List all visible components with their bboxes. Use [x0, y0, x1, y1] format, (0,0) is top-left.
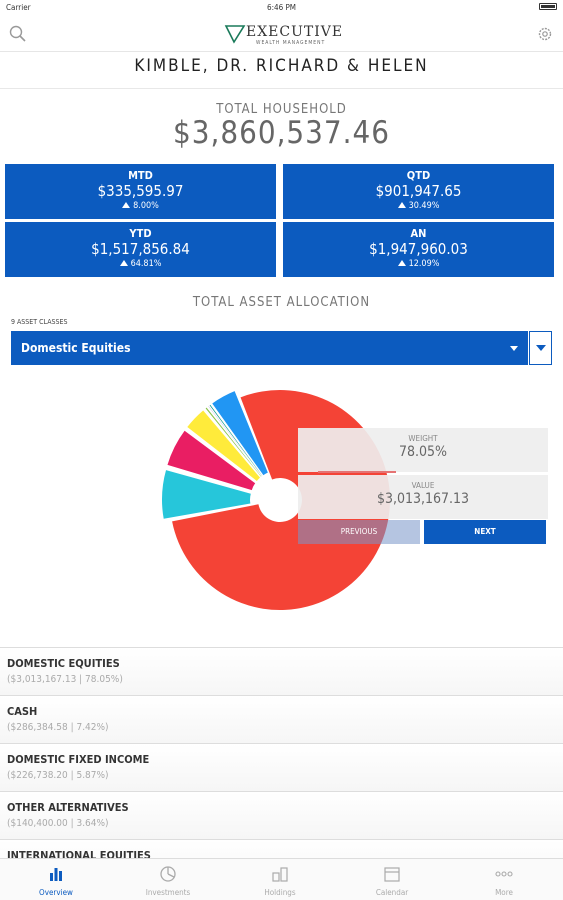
battery-icon [539, 3, 557, 10]
status-bar: Carrier 6:46 PM [0, 0, 563, 14]
tile-change-value: 12.09% [408, 259, 440, 269]
filter-button[interactable] [529, 331, 552, 365]
asset-detail: ($140,400.00 | 3.64%) [7, 818, 109, 829]
list-item[interactable]: DOMESTIC FIXED INCOME ($226,738.20 | 5.8… [0, 743, 563, 791]
asset-classes-label: 9 ASSET CLASSES [11, 318, 68, 326]
pie-slice-other-3[interactable] [212, 391, 268, 476]
tile-label: MTD [128, 169, 153, 182]
pie-slice-international-equities[interactable] [205, 407, 262, 477]
tile-qtd[interactable]: QTD $901,947.65 30.49% [283, 164, 554, 219]
chevron-down-icon [510, 346, 518, 351]
pie-chart-icon [160, 866, 176, 882]
tile-an[interactable]: AN $1,947,960.03 12.09% [283, 222, 554, 277]
more-icon [495, 871, 513, 877]
tile-mtd[interactable]: MTD $335,595.97 8.00% [5, 164, 276, 219]
triangle-up-icon [119, 260, 128, 266]
chart-tooltip: WEIGHT 78.05% VALUE $3,013,167.13 PREVIO… [298, 428, 548, 546]
asset-name: CASH [7, 705, 38, 718]
tile-label: YTD [129, 227, 152, 240]
logo-subtext: WEALTH MANAGEMENT [256, 40, 326, 46]
logo-mark-icon [224, 25, 246, 44]
tooltip-value-amount: $3,013,167.13 [376, 491, 470, 507]
pie-slice-other-2[interactable] [209, 404, 263, 476]
tab-calendar[interactable]: Calendar [336, 859, 448, 900]
asset-name: OTHER ALTERNATIVES [7, 801, 129, 814]
pie-slice-other-alternatives[interactable] [187, 410, 261, 481]
tab-overview[interactable]: Overview [0, 859, 112, 900]
list-item[interactable]: DOMESTIC EQUITIES ($3,013,167.13 | 78.05… [0, 647, 563, 695]
next-button[interactable]: NEXT [424, 520, 546, 544]
tooltip-weight: WEIGHT 78.05% [298, 428, 548, 473]
list-item[interactable]: CASH ($286,384.58 | 7.42%) [0, 695, 563, 743]
filter-icon [536, 345, 546, 351]
asset-detail: ($286,384.58 | 7.42%) [7, 722, 109, 733]
client-name: KIMBLE, DR. RICHARD & HELEN [134, 56, 429, 76]
company-logo: EXECUTIVE WEALTH MANAGEMENT [224, 20, 344, 48]
settings-button[interactable] [535, 24, 555, 44]
tile-change: 64.81% [5, 259, 276, 269]
total-household-value: $3,860,537.46 [173, 115, 390, 151]
tile-change-value: 8.00% [133, 201, 159, 211]
tile-change: 8.00% [5, 201, 276, 211]
tile-value: $335,595.97 [97, 182, 184, 200]
tile-label: QTD [406, 169, 431, 182]
tab-investments[interactable]: Investments [112, 859, 224, 900]
triangle-up-icon [397, 260, 406, 266]
asset-class-list: DOMESTIC EQUITIES ($3,013,167.13 | 78.05… [0, 647, 563, 887]
triangle-up-icon [397, 202, 406, 208]
asset-class-select[interactable]: Domestic Equities [11, 331, 528, 365]
list-item[interactable]: OTHER ALTERNATIVES ($140,400.00 | 3.64%) [0, 791, 563, 839]
tooltip-weight-bar [318, 471, 396, 473]
previous-button[interactable]: PREVIOUS [298, 520, 420, 544]
gear-icon [538, 27, 552, 41]
tooltip-value: VALUE $3,013,167.13 [298, 475, 548, 519]
asset-detail: ($3,013,167.13 | 78.05%) [7, 674, 123, 685]
asset-class-selected: Domestic Equities [21, 341, 131, 355]
pie-slice-domestic-fixed-income[interactable] [167, 430, 256, 491]
pie-slice-other-1[interactable] [208, 406, 262, 477]
search-button[interactable] [8, 24, 28, 44]
total-household-label: TOTAL HOUSEHOLD [216, 102, 347, 117]
tab-more[interactable]: More [448, 859, 560, 900]
pie-slice-cash[interactable] [162, 470, 251, 519]
tab-label: Overview [39, 888, 73, 897]
tile-value: $1,517,856.84 [91, 240, 190, 258]
logo-text: EXECUTIVE [246, 24, 344, 40]
tab-label: Holdings [264, 888, 296, 897]
tooltip-weight-value: 78.05% [398, 444, 447, 460]
tooltip-value-label: VALUE [411, 481, 435, 490]
tile-label: AN [410, 227, 427, 240]
triangle-up-icon [122, 202, 131, 208]
asset-name: DOMESTIC FIXED INCOME [7, 753, 150, 766]
allocation-title: TOTAL ASSET ALLOCATION [192, 295, 371, 310]
search-icon [9, 25, 26, 42]
tile-change: 12.09% [283, 259, 554, 269]
tile-value: $901,947.65 [375, 182, 462, 200]
tab-label: More [495, 888, 513, 897]
content-panel [0, 88, 563, 858]
tile-change-value: 30.49% [408, 201, 440, 211]
asset-detail: ($226,738.20 | 5.87%) [7, 770, 109, 781]
tile-value: $1,947,960.03 [369, 240, 468, 258]
bar-chart-icon [50, 868, 62, 881]
status-time: 6:46 PM [267, 3, 296, 12]
tab-bar: Overview Investments Holdings Calendar M… [0, 858, 563, 900]
tile-ytd[interactable]: YTD $1,517,856.84 64.81% [5, 222, 276, 277]
tab-holdings[interactable]: Holdings [224, 859, 336, 900]
asset-name: DOMESTIC EQUITIES [7, 657, 120, 670]
calendar-icon [384, 867, 400, 882]
tab-label: Investments [145, 888, 191, 897]
tile-change: 30.49% [283, 201, 554, 211]
tab-label: Calendar [375, 888, 409, 897]
tile-change-value: 64.81% [130, 259, 162, 269]
tooltip-weight-label: WEIGHT [408, 434, 438, 443]
coins-icon [272, 867, 288, 882]
top-nav: EXECUTIVE WEALTH MANAGEMENT [0, 14, 563, 52]
carrier-label: Carrier [6, 3, 31, 12]
